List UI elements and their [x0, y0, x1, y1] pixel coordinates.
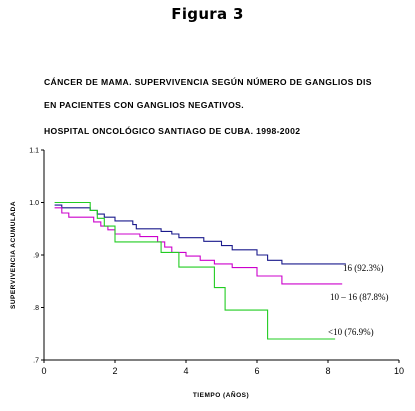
x-axis-label: TIEMPO (AÑOS) — [193, 390, 249, 399]
caption-line-3: HOSPITAL ONCOLÓGICO SANTIAGO DE CUBA. 19… — [44, 126, 301, 136]
series-label-2: <10 (76.9%) — [328, 327, 374, 337]
x-tick-label: 2 — [112, 366, 117, 376]
series-line-0 — [54, 204, 346, 265]
caption-line-2: EN PACIENTES CON GANGLIOS NEGATIVOS. — [44, 100, 244, 110]
y-tick-label: .7 — [33, 358, 39, 365]
y-tick-label: .9 — [33, 253, 39, 260]
figure-title: Figura 3 — [171, 5, 244, 23]
series-line-1 — [54, 207, 343, 285]
x-tick-label: 4 — [183, 366, 188, 376]
series-label-0: 16 (92.3%) — [343, 263, 384, 273]
x-tick-label: 0 — [41, 366, 46, 376]
y-tick-label: 1.0 — [29, 200, 39, 207]
x-tick-label: 10 — [394, 366, 404, 376]
series-line-2 — [54, 201, 336, 340]
x-tick-label: 6 — [254, 366, 259, 376]
y-axis-label: SUPERVIVENCIA ACUMULADA — [10, 201, 17, 309]
caption-line-1: CÁNCER DE MAMA. SUPERVIVENCIA SEGÚN NÚME… — [44, 77, 372, 87]
y-tick-label: 1.1 — [29, 148, 39, 155]
y-tick-label: .8 — [33, 305, 39, 312]
series-label-1: 10 – 16 (87.8%) — [330, 292, 389, 302]
x-tick-label: 8 — [325, 366, 330, 376]
